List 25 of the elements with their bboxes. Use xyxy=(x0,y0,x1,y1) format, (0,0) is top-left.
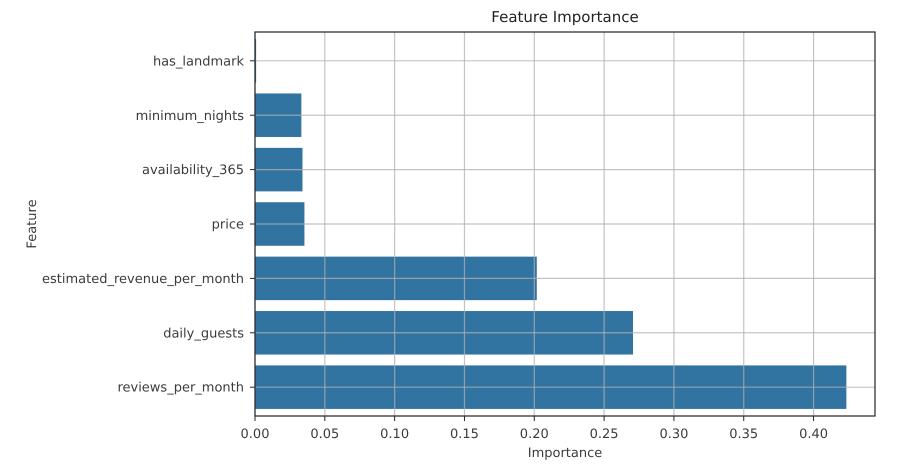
y-tick-label: minimum_nights xyxy=(136,108,244,124)
y-tick-label: estimated_revenue_per_month xyxy=(42,272,244,287)
bar xyxy=(255,365,846,409)
x-tick-label: 0.35 xyxy=(729,427,758,442)
x-tick-label: 0.40 xyxy=(799,427,828,442)
x-tick-label: 0.25 xyxy=(590,427,619,442)
bar xyxy=(255,148,302,192)
x-tick-label: 0.10 xyxy=(380,427,410,442)
y-tick-label: price xyxy=(212,218,244,233)
y-axis-title: Feature xyxy=(25,199,40,249)
chart-title: Feature Importance xyxy=(491,8,639,26)
bar xyxy=(255,256,537,300)
y-tick-label: has_landmark xyxy=(152,54,244,70)
y-tick-label: reviews_per_month xyxy=(117,380,244,396)
x-tick-label: 0.20 xyxy=(520,427,549,442)
y-tick-label: availability_365 xyxy=(142,163,244,178)
x-tick-label: 0.30 xyxy=(659,427,688,442)
bar xyxy=(255,311,634,355)
bar xyxy=(255,93,302,137)
bar xyxy=(255,202,304,246)
x-tick-label: 0.05 xyxy=(310,427,340,442)
x-tick-label: 0.00 xyxy=(240,427,270,442)
y-tick-label: daily_guests xyxy=(163,326,244,342)
x-axis-title: Importance xyxy=(528,446,602,461)
x-tick-label: 0.15 xyxy=(450,427,479,442)
